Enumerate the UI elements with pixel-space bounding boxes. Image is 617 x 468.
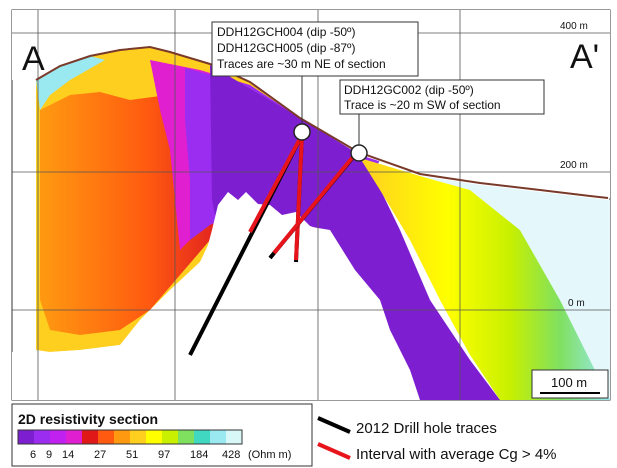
callout-upper-box (211, 21, 419, 77)
legend-tick-labels: 6 9 14 27 51 97 184 428 (30, 449, 240, 461)
legend-color-bar (17, 429, 243, 445)
grid (12, 10, 610, 400)
callout-upper-line-2: DDH12GCH005 (dip -87º) (217, 41, 355, 55)
topography-line (35, 45, 609, 199)
legend-swatch (194, 430, 210, 444)
legend-tick-label: 97 (158, 449, 170, 461)
resistivity-zone-purple-main (210, 65, 500, 400)
legend-drill-trace-swatch (317, 416, 351, 434)
elevation-label-400: 400 m (560, 21, 588, 32)
callout-lower-line-1: DDH12GC002 (dip -50º) (344, 83, 474, 97)
legend-drill-trace-label: 2012 Drill hole traces (356, 420, 497, 437)
legend-swatch (178, 430, 194, 444)
legend-tick-label: 27 (94, 449, 106, 461)
callout-lower-line-2: Trace is ~20 m SW of section (344, 98, 501, 112)
callout-lower-box (339, 79, 545, 115)
section-label-right: A' (570, 38, 599, 76)
elevation-label-200: 200 m (560, 160, 588, 171)
air-region (12, 10, 610, 198)
legend-cg-interval-swatch (317, 442, 351, 460)
section-label-left: A (22, 40, 45, 78)
callout-upper-line-3: Traces are ~30 m NE of section (217, 57, 386, 71)
legend-swatch (130, 430, 146, 444)
collar-ddh12gch004-005 (293, 123, 311, 141)
legend-swatch (66, 430, 82, 444)
legend-title: 2D resistivity section (18, 411, 158, 427)
legend-swatch (34, 430, 50, 444)
legend-swatch (114, 430, 130, 444)
legend-tick-label: 6 (30, 449, 36, 461)
legend-tick-label: 184 (190, 449, 208, 461)
drill-hole-traces (188, 123, 368, 356)
collar-ddh12gc002 (350, 144, 368, 162)
resistivity-zone-band (360, 158, 610, 400)
resistivity-zone-high-left (36, 56, 105, 110)
scale-bar-label: 100 m (551, 375, 587, 390)
legend-swatch (210, 430, 226, 444)
legend-swatch (146, 430, 162, 444)
legend-unit: (Ohm m) (248, 449, 291, 461)
legend-color-bar-border (17, 429, 243, 445)
legend-tick-label: 51 (126, 449, 138, 461)
cg-interval-ddh12gc002 (272, 156, 354, 255)
legend-swatch (226, 430, 242, 444)
legend-tick-label: 9 (46, 449, 52, 461)
elevation-label-0: 0 m (568, 298, 585, 309)
cg-interval-ddh12gch004 (248, 134, 304, 233)
legend-swatch (98, 430, 114, 444)
resistivity-zone-high-right (420, 176, 610, 400)
legend-tick-label: 14 (62, 449, 74, 461)
legend-swatch (82, 430, 98, 444)
legend-cg-interval-label: Interval with average Cg > 4% (356, 446, 557, 463)
legend-swatch (18, 430, 34, 444)
legend-swatch (162, 430, 178, 444)
legend-swatch (50, 430, 66, 444)
cg-interval-ddh12gch005 (294, 134, 304, 261)
callout-upper-line-1: DDH12GCH004 (dip -50º) (217, 25, 355, 39)
legend-tick-label: 428 (222, 449, 240, 461)
